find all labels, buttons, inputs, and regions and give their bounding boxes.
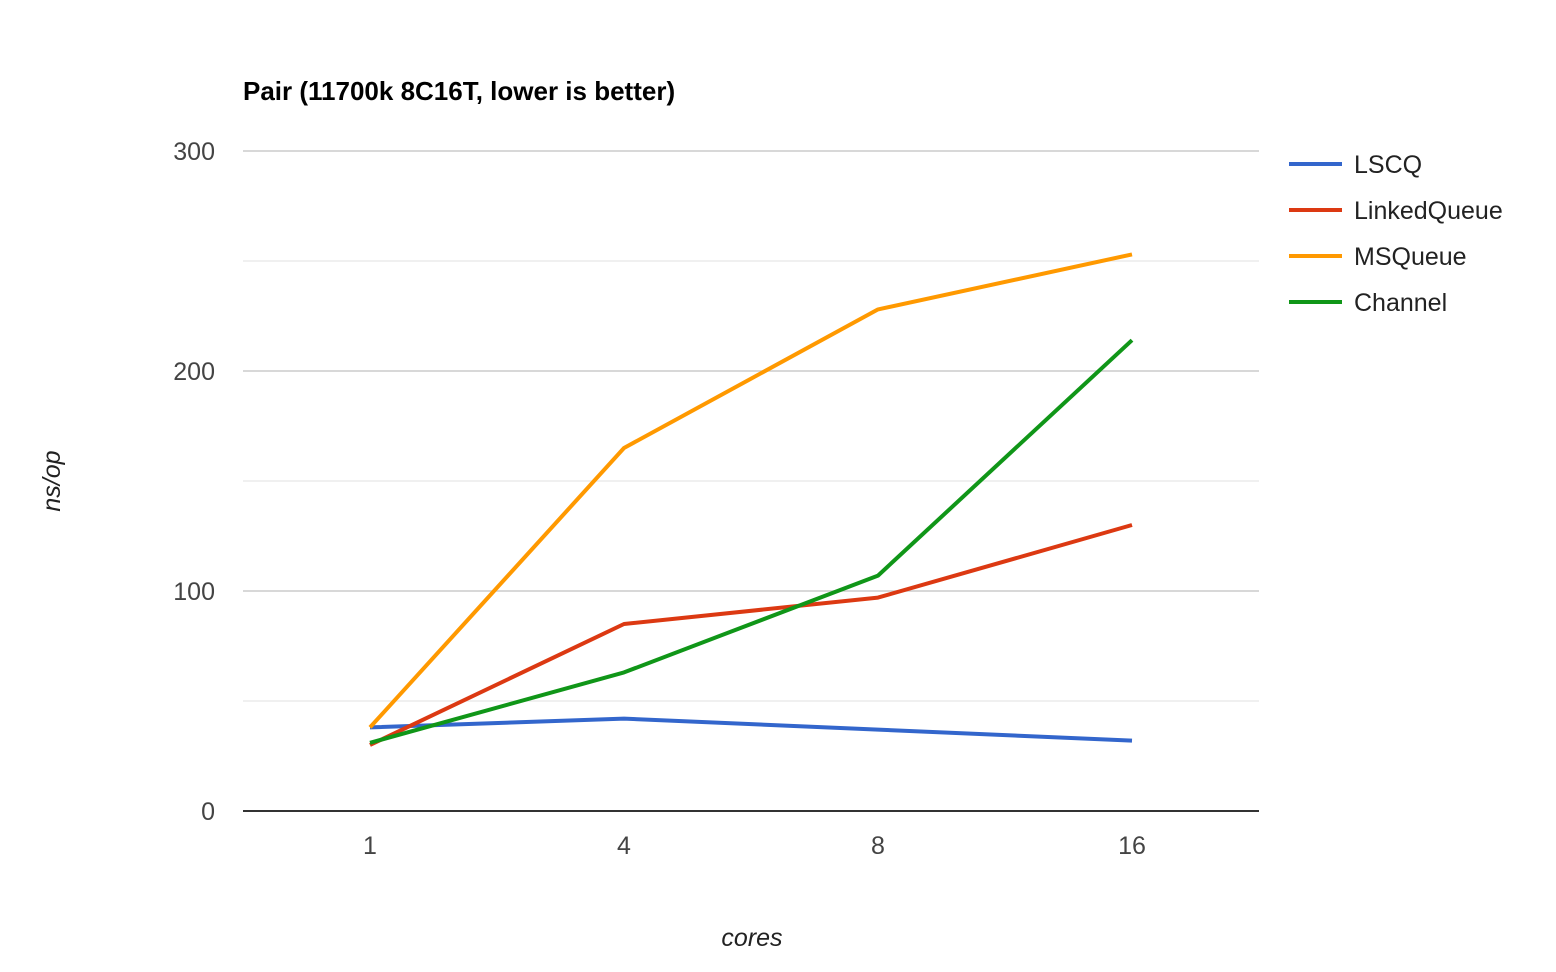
x-axis-label: cores (721, 924, 782, 952)
y-tick-label: 300 (173, 138, 215, 166)
legend: LSCQ LinkedQueue MSQueue Channel (1289, 151, 1503, 317)
y-tick-label: 0 (201, 798, 215, 826)
legend-label-channel: Channel (1354, 289, 1447, 317)
x-tick-label: 4 (617, 832, 631, 860)
x-tick-label: 1 (363, 832, 377, 860)
gridlines (243, 150, 1259, 702)
x-tick-label: 8 (871, 832, 885, 860)
y-axis-ticks: 0 100 200 300 (173, 138, 215, 826)
legend-label-linkedqueue: LinkedQueue (1354, 197, 1503, 225)
x-axis-ticks: 1 4 8 16 (363, 832, 1146, 860)
series-line-linkedqueue (369, 523, 1133, 747)
series-line-lscq (369, 716, 1133, 743)
y-tick-label: 100 (173, 578, 215, 606)
y-tick-label: 200 (173, 358, 215, 386)
legend-label-lscq: LSCQ (1354, 151, 1422, 179)
x-tick-label: 16 (1118, 832, 1146, 860)
series-line-msqueue (368, 252, 1133, 729)
chart-title: Pair (11700k 8C16T, lower is better) (243, 76, 675, 106)
series-line-channel (369, 338, 1134, 745)
legend-label-msqueue: MSQueue (1354, 243, 1467, 271)
y-axis-label: ns/op (38, 450, 66, 511)
series-lines (368, 252, 1134, 747)
